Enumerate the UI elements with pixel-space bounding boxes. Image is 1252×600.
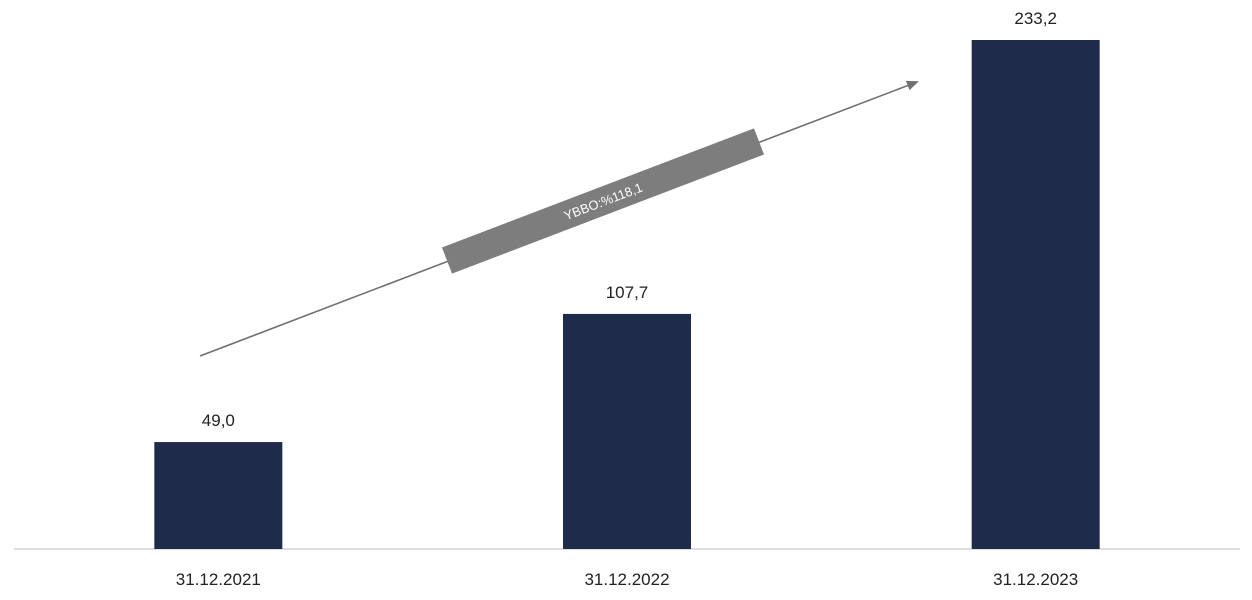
- data-label-31.12.2022: 107,7: [606, 283, 649, 302]
- growth-annotation: YBBO:%118,1: [199, 80, 919, 357]
- bar-31.12.2023: [971, 40, 1100, 549]
- bars-group: 49,0 31.12.2021 107,7 31.12.2022 233,2 31.12.…: [154, 9, 1100, 589]
- data-label-31.12.2021: 49,0: [202, 411, 235, 430]
- bar-31.12.2021: [154, 442, 283, 549]
- x-tick-label-31.12.2022: 31.12.2022: [584, 570, 669, 589]
- growth-annotation-box: [441, 128, 765, 274]
- data-label-31.12.2023: 233,2: [1014, 9, 1057, 28]
- x-tick-label-31.12.2023: 31.12.2023: [993, 570, 1078, 589]
- bar-31.12.2022: [563, 313, 691, 549]
- x-tick-label-31.12.2021: 31.12.2021: [176, 570, 261, 589]
